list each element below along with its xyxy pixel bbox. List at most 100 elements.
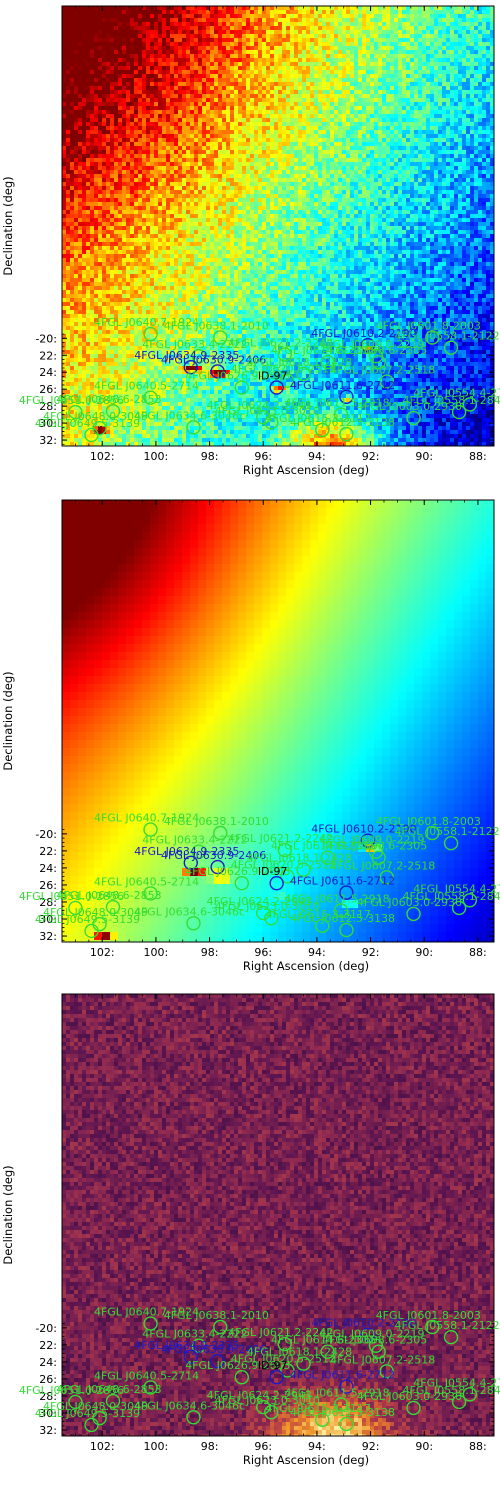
source-label: 4FGL J0612.5-3138 xyxy=(290,1406,395,1419)
source-label: 4FGL J0610.2-2100 xyxy=(311,823,416,836)
source-marker xyxy=(191,844,207,859)
x-tick-label: 88: xyxy=(469,946,487,959)
source-label: 4FGL J0615.3-3117 xyxy=(266,1402,371,1415)
source-marker xyxy=(277,842,292,858)
source-label: 4FGL J0611.5-2918 xyxy=(284,1386,389,1399)
x-tick-label: 98: xyxy=(201,450,219,463)
source-label: 4FGL J0640.7-1924 xyxy=(94,316,199,329)
source-marker xyxy=(425,330,440,345)
source-marker xyxy=(186,916,201,931)
x-tick-label: 102: xyxy=(90,1440,115,1453)
source-marker xyxy=(256,905,271,921)
source-marker xyxy=(406,410,421,426)
source-label: 4FGL J0607.2-2518 xyxy=(330,859,435,872)
source-marker xyxy=(406,906,421,922)
source-marker xyxy=(269,876,284,891)
source-label: 4FGL J0609.0-2219 xyxy=(319,1328,424,1341)
source-label: 4FGL J0640.5-2714 xyxy=(94,875,199,888)
source-label: 4FGL J0618.1-2428 xyxy=(247,356,352,369)
source-label: 4FGL J0640.7-1924 xyxy=(94,1306,199,1319)
source-label: 4FGL J0610.2-2100 xyxy=(311,1317,416,1330)
x-tick-label: 100: xyxy=(144,946,169,959)
source-marker xyxy=(186,1410,201,1425)
source-marker xyxy=(315,918,330,934)
source-label: 4FGL J0648.6-2853 xyxy=(56,1383,161,1396)
source-label: 4FGL J0624.2-2943 xyxy=(207,1389,312,1402)
source-label: 4FGL J0638.1-2010 xyxy=(164,319,269,332)
source-marker xyxy=(320,1344,335,1359)
source-marker xyxy=(143,390,158,405)
source-marker xyxy=(462,893,478,908)
source-label: 4FGL J0630.9-2406 xyxy=(161,1343,266,1356)
x-tick-label: 102: xyxy=(90,946,115,959)
source-label: 4FGL J0558.1-2843 xyxy=(403,1384,500,1397)
source-label: 4FGL J0611.5-2918 xyxy=(284,397,389,410)
residual-map-panel: 102: 100: 98: 96: 94: 92: 90: 88: -20: 22: 24: 26: 2… xyxy=(1,993,500,1467)
x-tick-label: 100: xyxy=(144,1440,169,1453)
source-marker xyxy=(443,340,459,355)
source-marker xyxy=(379,1364,394,1379)
source-label: 4FGL J0648.0-3049 xyxy=(43,906,148,919)
source-marker xyxy=(264,910,279,926)
source-marker xyxy=(143,886,158,901)
source-marker xyxy=(183,359,198,375)
source-marker xyxy=(277,347,292,362)
source-label: 4FGL J0608.6-2305 xyxy=(322,344,427,357)
source-marker xyxy=(277,1336,292,1352)
model-map-panel: 102: 100: 98: 96: 94: 92: 90: 88: -20: 22: 24: 26: 2… xyxy=(1,499,500,973)
y-tick-label: 30: xyxy=(39,913,57,926)
source-marker xyxy=(333,407,349,422)
source-label: 4FGL J0630.9-2406 xyxy=(161,353,266,366)
x-tick-label: 98: xyxy=(201,946,219,959)
x-tick-label: 92: xyxy=(362,450,380,463)
source-label: 4FGL J0634.6-3046c xyxy=(134,905,245,918)
y-tick-label: 30: xyxy=(39,1407,57,1420)
x-tick-label: 94: xyxy=(308,1440,326,1453)
source-label: 4FGL J0611.6-2712 xyxy=(290,379,395,392)
source-marker xyxy=(143,1316,158,1331)
source-marker xyxy=(269,1370,284,1385)
y-tick-label: 32: xyxy=(39,930,57,943)
source-label: 4FGL J0623.0-3010 xyxy=(215,900,320,913)
source-label: 4FGL J0648.6-2853 xyxy=(56,889,161,902)
model-map-frame xyxy=(61,499,495,943)
source-label: 4FGL J0611.6-2712 xyxy=(290,1369,395,1382)
source-marker xyxy=(339,1379,354,1394)
counts-map-image xyxy=(62,6,494,446)
source-marker xyxy=(186,420,201,435)
source-marker xyxy=(296,862,311,877)
source-label: 4FGL J0634.6-3046c xyxy=(134,1399,245,1412)
source-marker xyxy=(210,1353,225,1369)
source-marker xyxy=(462,397,478,412)
source-label: 4FGL J0634.9-2335 xyxy=(134,349,239,362)
source-marker xyxy=(443,1330,459,1345)
source-label: 4FGL J0640.5-2714 xyxy=(94,380,199,393)
source-label: 4FGL J0633.4-2222 xyxy=(142,338,247,351)
source-marker xyxy=(451,1394,467,1410)
source-label: 4FGL J0601.8-2003 xyxy=(376,815,481,828)
x-tick-label: 94: xyxy=(308,450,326,463)
source-label: 4FGL J0611.5-2918 xyxy=(284,892,389,905)
source-label: 4FGL J0623.0-3010 xyxy=(215,404,320,417)
source-label: 4FGL J0614.6-2335 xyxy=(271,344,376,357)
source-label: 4FGL J0614.6-2335 xyxy=(271,840,376,853)
source-marker xyxy=(360,1327,376,1342)
y-axis-label: Declination (deg) xyxy=(1,671,15,770)
x-axis-label: Right Ascension (deg) xyxy=(243,463,369,477)
source-label: 4FGL J0648.0-3049 xyxy=(43,410,148,423)
source-label: 4FGL J0651.0-2856 xyxy=(19,1384,124,1397)
source-label: 4FGL J0554.4-2732 xyxy=(413,882,500,895)
source-label: 4FGL J0640.7-1924 xyxy=(94,812,199,825)
source-label: 4FGL J0649.5-3139 xyxy=(35,417,140,430)
y-tick-label: 28: xyxy=(39,1390,57,1403)
source-label: 4FGL J0554.4-2732 xyxy=(413,386,500,399)
x-axis-label: Right Ascension (deg) xyxy=(243,959,369,973)
source-marker xyxy=(256,409,271,425)
x-tick-label: 96: xyxy=(254,946,272,959)
source-marker xyxy=(406,1400,421,1416)
source-marker xyxy=(379,374,394,389)
x-tick-label: 100: xyxy=(144,450,169,463)
source-marker xyxy=(371,354,386,370)
source-label: 4FGL J0607.2-2518 xyxy=(330,1353,435,1366)
